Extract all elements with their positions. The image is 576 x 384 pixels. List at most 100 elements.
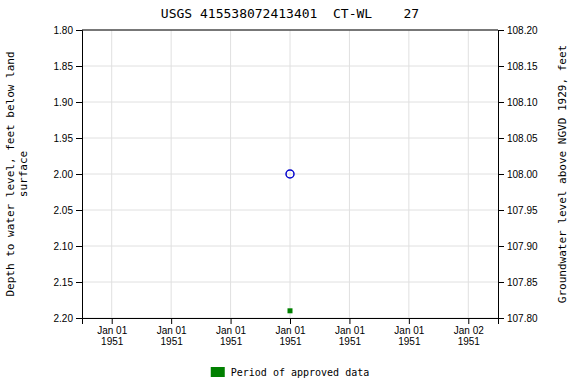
tick-label: Jan 011951 (394, 325, 424, 347)
grid-line-x (408, 30, 409, 318)
text-line: Depth to water level, feet below land (4, 51, 17, 296)
tick-mark (76, 246, 82, 247)
tick-mark (76, 282, 82, 283)
legend-item: Period of approved data (211, 367, 369, 378)
tick-mark (76, 66, 82, 67)
tick-label: Jan 011951 (216, 325, 246, 347)
tick-mark (76, 30, 82, 31)
plot-root: Jan 011951Jan 011951Jan 011951Jan 011951… (54, 25, 538, 347)
tick: 1.85 (54, 61, 82, 72)
text-line: Jan 01 (97, 325, 127, 336)
tick: Jan 011951 (394, 318, 424, 347)
text-line: Jan 02 (454, 325, 484, 336)
tick-mark (76, 318, 82, 319)
tick: Jan 011951 (157, 318, 187, 347)
axis-line (83, 319, 499, 325)
point (288, 308, 293, 313)
y-axis-label: Depth to water level, feet below landsur… (4, 51, 30, 296)
tick-label: 1.95 (54, 133, 74, 144)
tick-label: 108.20 (507, 25, 538, 36)
series (286, 170, 294, 178)
tick-mark (498, 66, 504, 67)
tick-label: Jan 011951 (335, 325, 365, 347)
tick-mark (468, 318, 469, 324)
tick: 2.05 (54, 205, 82, 216)
series (288, 308, 293, 313)
text-line: 1951 (458, 336, 481, 347)
x-axis: Jan 011951Jan 011951Jan 011951Jan 011951… (83, 318, 499, 347)
tick-label: 2.15 (54, 277, 74, 288)
tick: 107.85 (498, 277, 538, 288)
tick-mark (290, 318, 291, 324)
tick-mark (76, 138, 82, 139)
tick-mark (498, 102, 504, 103)
tick-mark (171, 318, 172, 324)
grid-line-x (111, 30, 112, 318)
tick-label: 1.85 (54, 61, 74, 72)
tick-label: 2.20 (54, 313, 74, 324)
tick-mark (498, 138, 504, 139)
tick: 108.15 (498, 61, 538, 72)
tick-mark (498, 318, 504, 319)
tick: 1.80 (54, 25, 82, 36)
tick: 108.00 (498, 169, 538, 180)
grid (82, 30, 498, 318)
tick-label: 107.80 (507, 313, 538, 324)
text-line: Jan 01 (335, 325, 365, 336)
tick: Jan 011951 (275, 318, 305, 347)
tick: 108.10 (498, 97, 538, 108)
text-line: 1951 (220, 336, 243, 347)
grid-line-x (171, 30, 172, 318)
tick: 107.90 (498, 241, 538, 252)
tick-mark (498, 210, 504, 211)
tick-label: 107.95 (507, 205, 538, 216)
text-line: 1951 (279, 336, 302, 347)
text-line: Jan 01 (394, 325, 424, 336)
y-axis: 1.80 1.85 1.90 1.95 2.00 2.05 2.10 2.15 2.20 (54, 25, 83, 324)
legend-label: Period of approved data (231, 367, 369, 378)
tick-label: 107.90 (507, 241, 538, 252)
legend-swatch (211, 367, 225, 377)
tick-label: 1.80 (54, 25, 74, 36)
tick: 2.20 (54, 313, 82, 324)
tick-label: 107.85 (507, 277, 538, 288)
tick-mark (76, 174, 82, 175)
tick: 2.10 (54, 241, 82, 252)
marks (286, 170, 294, 313)
tick: 107.95 (498, 205, 538, 216)
tick-mark (498, 30, 504, 31)
grid-line-x (290, 30, 291, 318)
tick: Jan 011951 (335, 318, 365, 347)
tick-mark (409, 318, 410, 324)
tick-label: 108.05 (507, 133, 538, 144)
tick: Jan 011951 (216, 318, 246, 347)
tick-label: 108.10 (507, 97, 538, 108)
grid-line-y (82, 30, 498, 31)
tick-mark (498, 246, 504, 247)
tick-label: Jan 011951 (97, 325, 127, 347)
tick: 108.05 (498, 133, 538, 144)
point (286, 170, 294, 178)
tick: 2.15 (54, 277, 82, 288)
axis-line (499, 31, 505, 319)
tick-mark (498, 174, 504, 175)
tick-label: 2.05 (54, 205, 74, 216)
text-line: Jan 01 (275, 325, 305, 336)
tick-label: Jan 011951 (157, 325, 187, 347)
tick: 107.80 (498, 313, 538, 324)
tick-label: 108.00 (507, 169, 538, 180)
y2-axis-label: Groundwater level above NGVD 1929, feet (556, 45, 569, 303)
tick: 1.90 (54, 97, 82, 108)
text-line: Jan 01 (216, 325, 246, 336)
tick-label: Jan 021951 (454, 325, 484, 347)
text-line: 1951 (101, 336, 124, 347)
tick: 2.00 (54, 169, 82, 180)
tick-mark (112, 318, 113, 324)
tick: Jan 021951 (454, 318, 484, 347)
tick: 108.20 (498, 25, 538, 36)
text-line: 1951 (398, 336, 421, 347)
tick-mark (349, 318, 350, 324)
tick-label: 2.00 (54, 169, 74, 180)
text-line: Jan 01 (157, 325, 187, 336)
tick-mark (498, 282, 504, 283)
